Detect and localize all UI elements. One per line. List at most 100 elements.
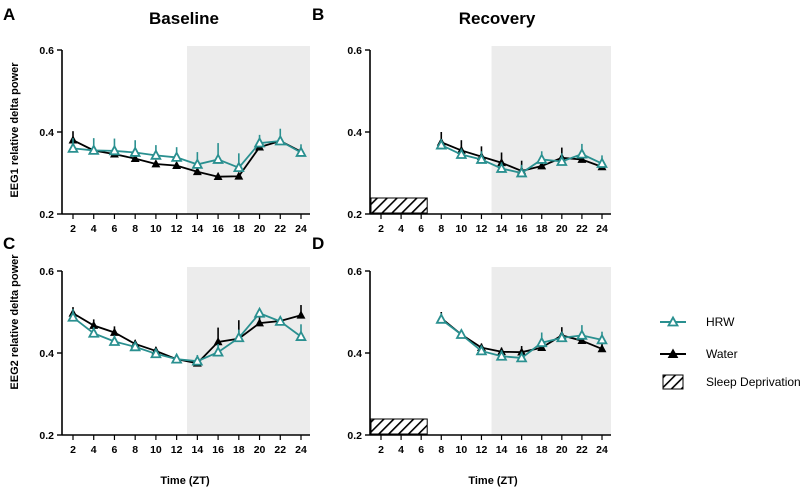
x-tick-label: 24 [295,444,307,456]
x-tick-label: 8 [132,444,138,456]
hrw-point [170,150,183,162]
legend-item-hrw: HRW [660,315,735,329]
x-tick-label: 4 [398,444,404,456]
hrw-point [515,351,528,363]
x-tick-label: 16 [212,444,224,456]
x-tick-label: 14 [496,444,508,456]
x-tick-label: 2 [378,223,384,235]
x-tick-label: 22 [274,444,286,456]
x-tick-label: 2 [378,444,384,456]
x-tick-label: 6 [112,223,118,235]
hrw-point [295,146,307,157]
x-tick-label: 18 [233,223,245,235]
title-recovery: Recovery [459,9,536,28]
x-tick-label: 6 [112,444,118,456]
water-series-line [72,312,302,365]
x-tick-label: 24 [596,444,608,456]
y-tick-label: 0.4 [347,127,362,139]
hrw-point [212,152,224,164]
x-tick-label: 4 [398,223,404,235]
x-tick-label: 6 [418,223,424,235]
x-tick-label: 10 [150,444,162,456]
hrw-point [129,146,142,157]
water-point [192,166,202,176]
y-tick-label: 0.2 [347,430,362,442]
hrw-point [212,345,224,357]
hrw-point [87,143,100,155]
water-point [213,171,223,181]
hrw-point [108,144,121,156]
hrw-point [515,166,528,178]
x-tick-label: 10 [150,223,162,235]
x-tick-label: 16 [516,444,528,456]
x-tick-label: 12 [171,444,183,456]
x-tick-label: 14 [192,444,204,456]
water-point [296,310,306,319]
x-tick-label: 2 [70,223,76,235]
hrw-point [150,347,162,359]
x-tick-label: 10 [456,444,468,456]
hrw-point [87,326,100,338]
panel-letter-c: C [3,234,15,253]
legend: HRW Water Sleep Deprivation [660,315,800,390]
water-point [537,161,547,170]
hrw-point [455,148,468,159]
hrw-point [576,328,588,340]
x-tick-label: 8 [438,444,444,456]
hrw-point [129,340,142,352]
hrw-point [295,330,307,341]
x-tick-label: 24 [295,223,307,235]
hrw-point [535,152,548,164]
hrw-point [435,312,448,324]
y-tick-label: 0.6 [347,45,362,57]
hrw-point [170,352,183,364]
hrw-point [576,147,588,159]
plot-panel-c: 0.20.40.62 4 6 8 10 12 14 16 18 20 22 24 [39,266,310,456]
x-tick-label: 20 [556,223,568,235]
x-tick-label: 14 [496,223,508,235]
water-point [151,159,161,168]
dark-phase-shade [491,267,611,435]
x-tick-label: 16 [212,223,224,235]
water-point [597,344,607,353]
x-tick-label: 8 [438,223,444,235]
hrw-point [475,344,488,356]
water-point [577,335,587,345]
x-tick-label: 12 [476,444,488,456]
hrw-point [232,331,245,343]
legend-sd-swatch [662,374,684,390]
water-point [577,154,587,163]
x-tick-label: 4 [91,444,97,456]
x-tick-label: 20 [254,444,266,456]
hrw-point [67,141,79,153]
water-point [130,153,140,162]
legend-water-label: Water [706,347,738,361]
y-tick-label: 0.2 [347,209,362,221]
hrw-point [555,331,568,343]
x-tick-label: 18 [536,444,548,456]
x-tick-label: 8 [132,223,138,235]
x-tick-label: 24 [596,223,608,235]
legend-hrw-marker [666,315,680,327]
panel-letter-a: A [3,5,15,24]
x-tick-label: 12 [171,223,183,235]
y-tick-label: 0.2 [39,430,54,442]
y-tick-label: 0.4 [347,348,362,360]
plot-panel-d: 0.20.40.62 4 6 8 10 12 14 16 18 20 22 24 [347,266,611,456]
ylabel-eeg1: EEG1 relative delta power [9,62,21,198]
hrw-point [274,134,287,146]
y-tick-label: 0.2 [39,209,54,221]
y-tick-label: 0.6 [39,45,54,57]
x-tick-label: 14 [192,223,204,235]
hrw-point [108,335,121,346]
hrw-point [191,157,204,169]
water-point [234,171,244,180]
hrw-point [455,328,468,339]
hrw-point [555,155,568,166]
x-tick-label: 20 [254,223,266,235]
y-tick-label: 0.4 [39,127,54,139]
panel-letter-d: D [312,234,324,253]
water-point [172,160,182,169]
x-tick-label: 6 [418,444,424,456]
